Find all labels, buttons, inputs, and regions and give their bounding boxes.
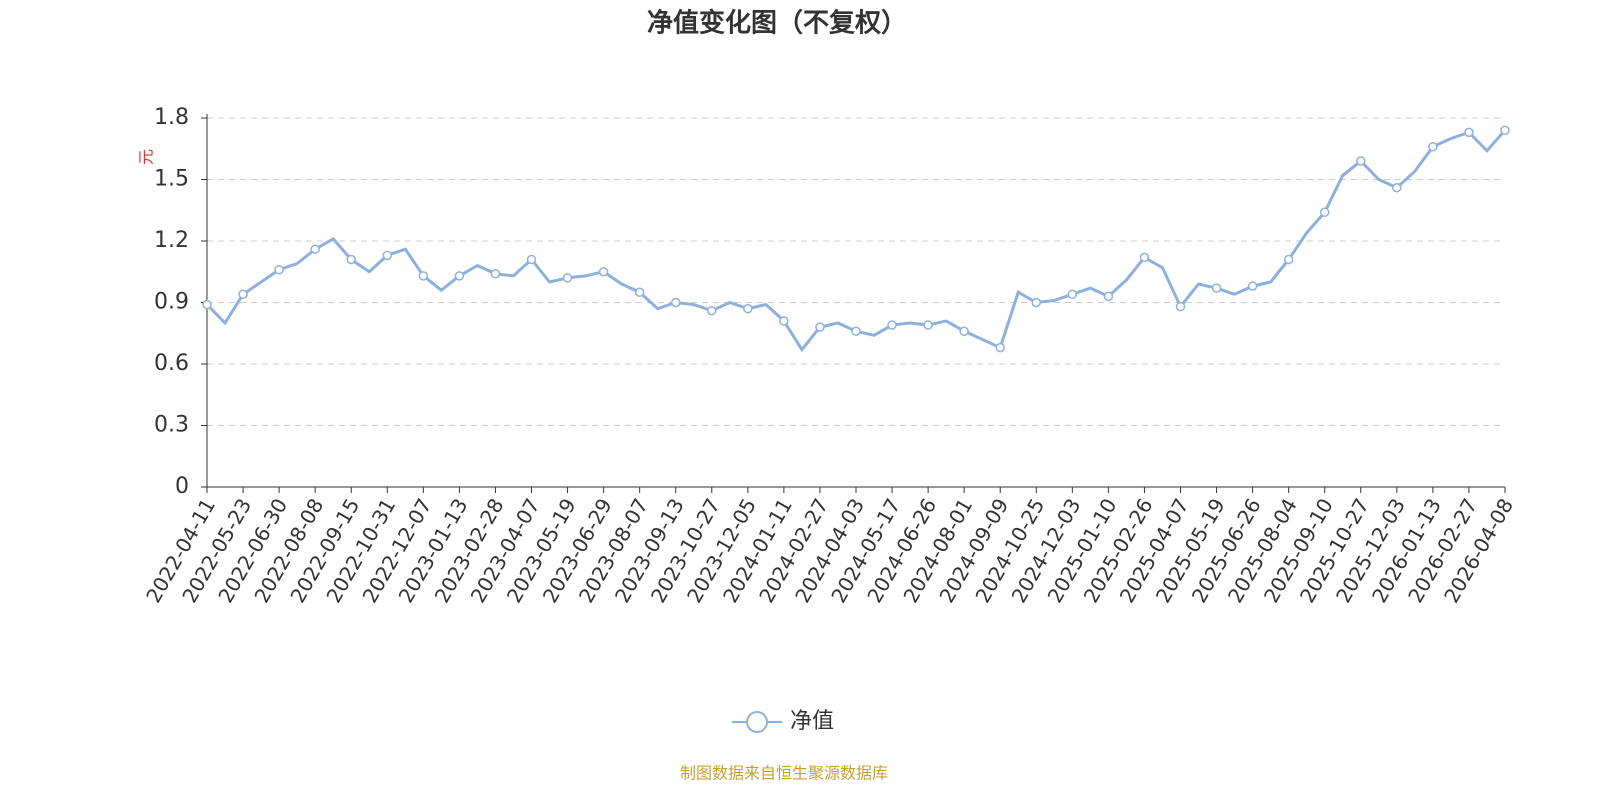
data-point xyxy=(1500,125,1510,136)
data-point xyxy=(959,326,969,336)
data-point xyxy=(382,250,393,261)
data-point xyxy=(743,303,753,314)
source-note: 制图数据来自恒生聚源数据库 xyxy=(680,764,888,783)
data-point xyxy=(1319,207,1330,218)
data-point xyxy=(274,264,284,275)
data-point xyxy=(562,273,573,283)
data-point xyxy=(346,254,356,265)
legend-label: 净值 xyxy=(790,709,834,734)
data-point xyxy=(1067,289,1078,300)
data-point xyxy=(202,299,212,310)
y-tick-label: 1.8 xyxy=(154,105,189,130)
data-point xyxy=(598,267,609,277)
data-point xyxy=(1428,141,1438,152)
y-tick-label: 0.6 xyxy=(154,351,189,376)
data-point xyxy=(1175,301,1186,312)
data-point xyxy=(526,254,537,265)
data-point xyxy=(454,271,465,281)
data-point xyxy=(238,289,248,300)
data-point xyxy=(923,320,933,330)
y-tick-label: 1.5 xyxy=(154,167,189,192)
data-point xyxy=(995,342,1005,353)
data-point xyxy=(1211,283,1222,293)
data-point xyxy=(1392,182,1402,193)
data-point xyxy=(1139,252,1150,263)
y-tick-label: 0.9 xyxy=(154,290,189,315)
legend-marker xyxy=(746,711,768,733)
data-point xyxy=(1356,156,1366,166)
data-point xyxy=(1464,127,1474,138)
data-point xyxy=(1283,254,1294,265)
data-point xyxy=(670,297,681,308)
data-point xyxy=(707,305,717,316)
chart-title: 净值变化图（不复权） xyxy=(647,8,907,39)
y-tick-label: 1.2 xyxy=(154,228,189,253)
data-point xyxy=(634,287,645,297)
data-point xyxy=(851,326,861,336)
data-point xyxy=(887,320,897,330)
data-point xyxy=(779,316,789,326)
y-tick-label: 0.3 xyxy=(154,413,189,438)
data-point xyxy=(1031,297,1042,308)
y-tick-label: 0 xyxy=(175,474,189,499)
y-axis-label: 元 xyxy=(137,149,156,165)
data-point xyxy=(490,269,501,279)
data-point xyxy=(418,271,429,281)
data-point xyxy=(815,322,825,332)
data-line xyxy=(205,129,1507,353)
data-point xyxy=(1247,281,1258,291)
data-point xyxy=(1103,291,1114,302)
data-point xyxy=(310,244,320,254)
